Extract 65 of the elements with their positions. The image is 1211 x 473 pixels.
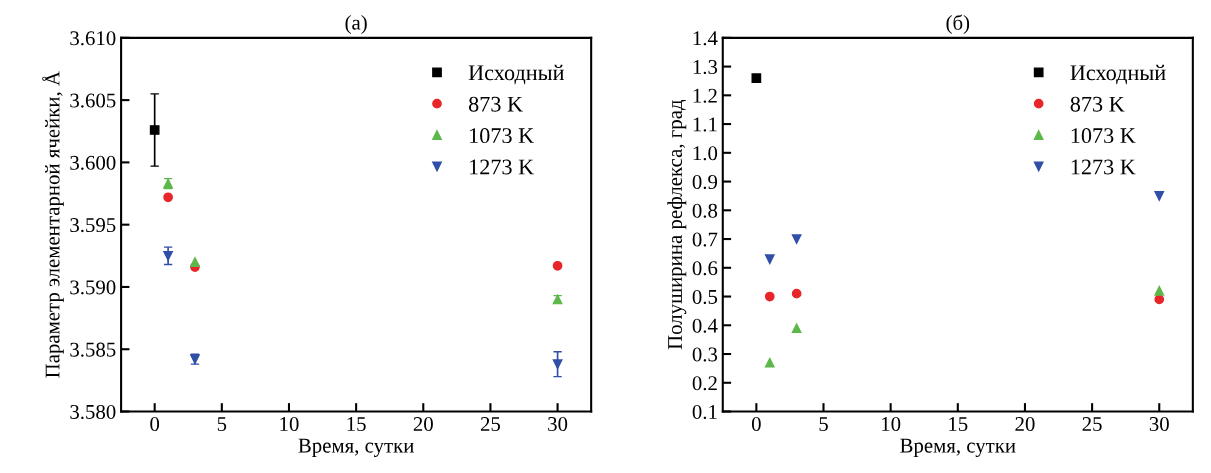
legend-label: Исходный xyxy=(468,64,564,85)
y-tick-label: 1.1 xyxy=(693,117,717,132)
x-tick-label: 5 xyxy=(217,417,227,432)
point xyxy=(764,254,775,265)
point xyxy=(751,73,762,83)
chart-title: (а) xyxy=(345,15,367,34)
point xyxy=(149,125,160,135)
x-axis-title: Время, сутки xyxy=(298,438,414,457)
y-tick-label: 0.9 xyxy=(692,174,718,190)
chart-title: (б) xyxy=(946,14,970,34)
point xyxy=(764,291,775,302)
y-tick-label: 0.1 xyxy=(692,404,717,420)
point xyxy=(552,359,563,370)
y-tick-label: 0.4 xyxy=(692,318,718,333)
legend-label: 873 K xyxy=(468,96,523,112)
y-tick-label: 0.2 xyxy=(692,376,717,391)
y-tick-label: 3.605 xyxy=(70,93,116,108)
point xyxy=(791,288,802,299)
y-tick-label: 3.595 xyxy=(70,218,116,233)
x-tick-label: 5 xyxy=(819,417,828,432)
point xyxy=(1154,294,1165,305)
y-axis-title: Параметр элементарной ячейки, Å xyxy=(42,71,64,378)
legend-label: 1273 K xyxy=(470,159,534,175)
y-tick-label: 0.8 xyxy=(692,203,718,218)
y-tick-label: 0.6 xyxy=(692,261,718,276)
legend-label: 1273 K xyxy=(1071,159,1136,175)
point xyxy=(552,260,563,271)
x-tick-label: 20 xyxy=(413,416,433,432)
y-tick-label: 3.585 xyxy=(70,342,116,357)
y-tick-label: 3.590 xyxy=(70,280,116,295)
x-tick-label: 30 xyxy=(1149,416,1169,432)
x-tick-label: 0 xyxy=(751,416,761,432)
x-tick-label: 30 xyxy=(548,416,568,432)
point xyxy=(163,250,173,261)
y-tick-label: 3.580 xyxy=(70,404,116,420)
point xyxy=(764,357,775,368)
legend-label: 1073 K xyxy=(1071,128,1136,144)
legend-label: 873 K xyxy=(1070,96,1125,112)
point xyxy=(1154,191,1165,201)
point xyxy=(1154,285,1165,296)
x-tick-label: 25 xyxy=(480,417,501,432)
x-tick-label: 20 xyxy=(1015,416,1035,432)
y-tick-label: 3.600 xyxy=(70,155,116,170)
y-tick-label: 0.5 xyxy=(692,289,718,305)
legend-label: Исходный xyxy=(1070,64,1166,85)
y-tick-label: 0.7 xyxy=(692,232,718,247)
x-tick-label: 0 xyxy=(150,416,160,432)
y-tick-label: 0.3 xyxy=(692,347,718,362)
y-axis-title: Полуширина рефлекса, град xyxy=(667,99,687,350)
x-tick-label: 15 xyxy=(347,417,366,432)
x-tick-label: 10 xyxy=(280,416,299,432)
legend-label: 1073 K xyxy=(470,128,534,144)
y-tick-label: 1.2 xyxy=(693,88,717,103)
x-tick-label: 10 xyxy=(882,416,901,432)
x-axis-title: Время, сутки xyxy=(900,438,1016,457)
x-tick-label: 25 xyxy=(1082,417,1102,432)
point xyxy=(791,234,802,244)
point xyxy=(163,192,173,203)
y-tick-label: 3.610 xyxy=(70,31,116,46)
x-tick-label: 15 xyxy=(949,417,968,432)
y-tick-label: 1.4 xyxy=(693,31,718,46)
point xyxy=(791,323,802,334)
point xyxy=(190,257,200,267)
y-tick-label: 1.3 xyxy=(693,60,718,75)
y-tick-label: 1.0 xyxy=(693,146,718,161)
